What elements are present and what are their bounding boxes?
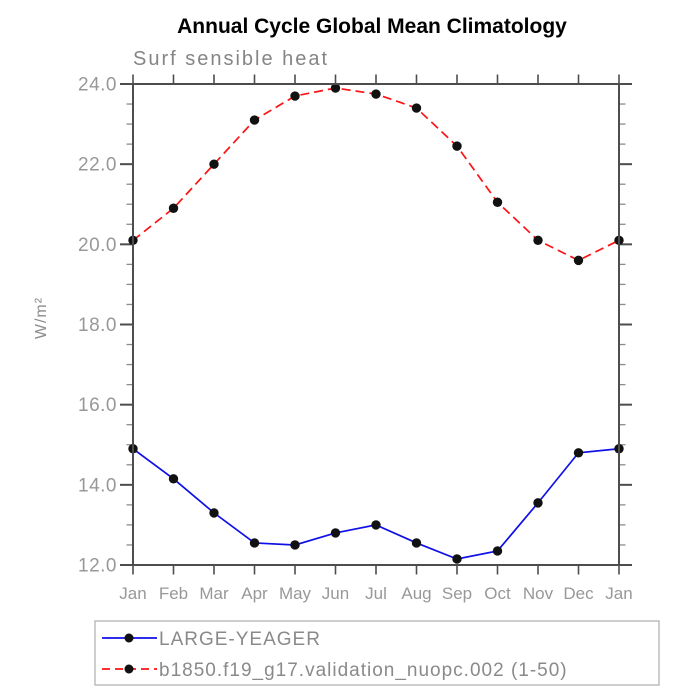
data-point-marker xyxy=(209,508,219,518)
data-point-marker xyxy=(168,474,179,484)
data-point-marker xyxy=(209,159,219,169)
month-label: Jun xyxy=(322,584,349,603)
y-tick-label: 14.0 xyxy=(78,475,117,496)
month-label: Aug xyxy=(401,584,431,603)
data-point-marker xyxy=(330,528,341,538)
data-point-marker xyxy=(290,540,300,550)
data-point-marker xyxy=(492,546,503,556)
legend-box xyxy=(94,620,660,686)
data-point-marker xyxy=(249,115,260,125)
month-label: Nov xyxy=(523,584,554,603)
month-label: Feb xyxy=(159,584,188,603)
legend-item-b1850: b1850.f19_g17.validation_nuopc.002 (1-50… xyxy=(102,660,568,681)
data-point-marker xyxy=(573,448,584,458)
month-label: Jan xyxy=(605,584,632,603)
y-tick-label: 16.0 xyxy=(78,395,117,416)
legend-label-b1850: b1850.f19_g17.validation_nuopc.002 (1-50… xyxy=(159,660,568,681)
legend-marker-icon xyxy=(124,664,134,674)
data-point-marker xyxy=(371,520,381,530)
y-tick-label: 24.0 xyxy=(78,75,117,96)
series-line-dashed xyxy=(132,87,620,262)
legend: LARGE-YEAGER b1850.f19_g17.validation_nu… xyxy=(94,620,660,686)
month-label: Jul xyxy=(365,584,387,603)
chart-subtitle: Surf sensible heat xyxy=(133,48,329,70)
month-label: Apr xyxy=(241,584,268,603)
data-series xyxy=(128,83,624,564)
axis-tick-labels: 12.0 14.0 16.0 18.0 20.0 22.0 24.0 Jan Feb Mar Apr… xyxy=(78,75,633,604)
series-line-solid xyxy=(132,447,620,560)
month-label: Oct xyxy=(484,584,511,603)
month-label: May xyxy=(279,584,312,603)
data-point-marker xyxy=(168,203,179,213)
y-axis-label: W/m² xyxy=(33,297,50,339)
y-tick-label: 20.0 xyxy=(78,235,117,256)
chart-title: Annual Cycle Global Mean Climatology xyxy=(177,15,567,38)
legend-item-large-yeager: LARGE-YEAGER xyxy=(102,629,321,650)
data-point-marker xyxy=(290,91,300,101)
legend-marker-icon xyxy=(124,633,134,643)
y-tick-label: 22.0 xyxy=(78,155,117,176)
data-point-marker xyxy=(533,235,543,246)
data-point-marker xyxy=(411,103,422,113)
y-tick-label: 18.0 xyxy=(78,315,117,336)
data-point-marker xyxy=(452,554,462,564)
month-label: Sep xyxy=(442,584,472,603)
data-point-marker xyxy=(533,498,543,508)
data-point-marker xyxy=(249,538,260,548)
y-tick-label: 12.0 xyxy=(78,556,117,577)
month-label: Dec xyxy=(563,584,594,603)
month-label: Jan xyxy=(119,584,146,603)
legend-label-large-yeager: LARGE-YEAGER xyxy=(159,629,321,650)
data-point-marker xyxy=(573,255,584,266)
data-point-marker xyxy=(411,538,422,548)
data-point-marker xyxy=(452,141,462,151)
data-point-marker xyxy=(492,197,503,207)
plot-frame xyxy=(132,83,620,566)
data-point-marker xyxy=(371,89,381,99)
data-point-marker xyxy=(330,83,341,93)
month-label: Mar xyxy=(199,584,229,603)
